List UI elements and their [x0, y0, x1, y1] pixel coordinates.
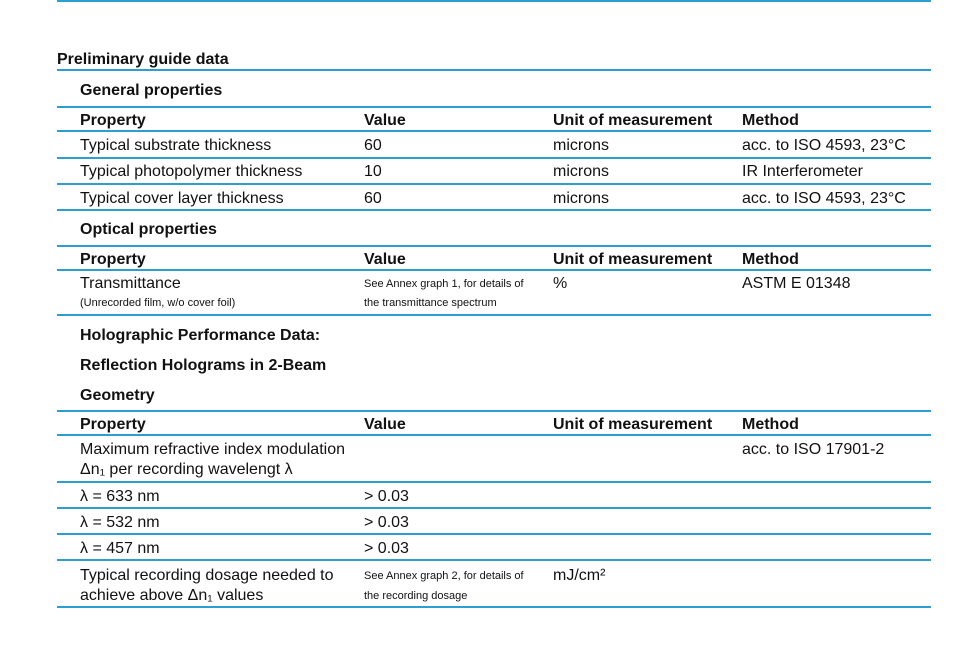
cell-value-line2: the transmittance spectrum	[364, 297, 497, 309]
rule	[57, 69, 931, 71]
cell-property-line1: Maximum refractive index modulation	[80, 441, 345, 458]
cell-value: 10	[364, 163, 382, 180]
cell-wavelength: λ = 457 nm	[80, 540, 160, 557]
cell-value-line2: the recording dosage	[364, 590, 468, 602]
col-header-unit: Unit of measurement	[553, 416, 713, 433]
rule	[57, 314, 931, 316]
cell-value-line1: See Annex graph 2, for details of	[364, 570, 524, 582]
cell-property: Typical photopolymer thickness	[80, 163, 303, 180]
cell-unit: %	[553, 275, 568, 292]
rule	[57, 157, 931, 159]
rule	[57, 269, 931, 271]
holographic-heading-2: Reflection Holograms in 2-Beam	[80, 357, 327, 374]
holographic-heading-1: Holographic Performance Data:	[80, 327, 321, 344]
cell-method: acc. to ISO 4593, 23°C	[742, 137, 906, 154]
rule	[57, 507, 931, 509]
rule	[57, 434, 931, 436]
cell-wavelength: λ = 532 nm	[80, 514, 160, 531]
top-rule	[57, 0, 931, 2]
cell-method: acc. to ISO 4593, 23°C	[742, 190, 906, 207]
rule	[57, 606, 931, 608]
col-header-method: Method	[742, 416, 799, 433]
cell-value: > 0.03	[364, 514, 409, 531]
cell-wavelength: λ = 633 nm	[80, 488, 160, 505]
rule	[57, 481, 931, 483]
col-header-property: Property	[80, 112, 146, 129]
cell-property: Transmittance	[80, 275, 181, 292]
cell-property: Typical cover layer thickness	[80, 190, 284, 207]
rule	[57, 559, 931, 561]
cell-value: 60	[364, 137, 382, 154]
rule	[57, 533, 931, 535]
general-heading: General properties	[80, 82, 223, 99]
cell-method: ASTM E 01348	[742, 275, 851, 292]
cell-property-line1: Typical recording dosage needed to	[80, 567, 334, 584]
rule	[57, 106, 931, 108]
cell-unit: mJ/cm²	[553, 567, 606, 584]
cell-property-line2: Δn₁ per recording wavelengt λ	[80, 461, 293, 478]
cell-value: > 0.03	[364, 540, 409, 557]
cell-unit: microns	[553, 163, 610, 180]
rule	[57, 183, 931, 185]
col-header-method: Method	[742, 112, 799, 129]
cell-value: 60	[364, 190, 382, 207]
cell-unit: microns	[553, 190, 610, 207]
cell-unit: microns	[553, 137, 610, 154]
cell-property-note: (Unrecorded film, w/o cover foil)	[80, 297, 236, 309]
rule	[57, 410, 931, 412]
col-header-value: Value	[364, 112, 406, 129]
col-header-property: Property	[80, 416, 146, 433]
cell-property: Typical substrate thickness	[80, 137, 272, 154]
rule	[57, 209, 931, 211]
section-title: Preliminary guide data	[57, 51, 229, 68]
rule	[57, 130, 931, 132]
col-header-value: Value	[364, 251, 406, 268]
col-header-value: Value	[364, 416, 406, 433]
cell-value-line1: See Annex graph 1, for details of	[364, 278, 524, 290]
rule	[57, 245, 931, 247]
cell-property-line2: achieve above Δn₁ values	[80, 587, 264, 604]
optical-heading: Optical properties	[80, 221, 217, 238]
holographic-heading-3: Geometry	[80, 387, 155, 404]
cell-value: > 0.03	[364, 488, 409, 505]
cell-method: IR Interferometer	[742, 163, 863, 180]
col-header-unit: Unit of measurement	[553, 112, 713, 129]
col-header-method: Method	[742, 251, 799, 268]
cell-method: acc. to ISO 17901-2	[742, 441, 885, 458]
col-header-unit: Unit of measurement	[553, 251, 713, 268]
col-header-property: Property	[80, 251, 146, 268]
